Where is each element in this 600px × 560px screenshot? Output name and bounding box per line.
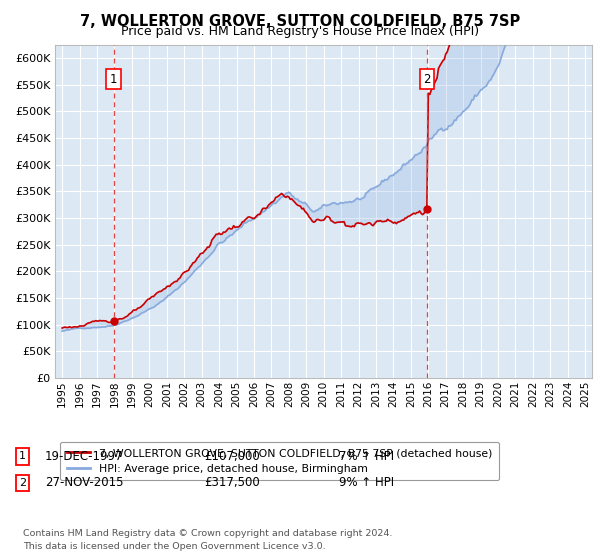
Text: 7% ↑ HPI: 7% ↑ HPI [339,450,394,463]
Text: 1: 1 [19,451,26,461]
Text: 2: 2 [19,478,26,488]
Text: £107,000: £107,000 [204,450,260,463]
Text: 9% ↑ HPI: 9% ↑ HPI [339,476,394,489]
Legend: 7, WOLLERTON GROVE, SUTTON COLDFIELD, B75 7SP (detached house), HPI: Average pri: 7, WOLLERTON GROVE, SUTTON COLDFIELD, B7… [60,442,499,480]
Text: 19-DEC-1997: 19-DEC-1997 [45,450,124,463]
Text: £317,500: £317,500 [204,476,260,489]
Text: 7, WOLLERTON GROVE, SUTTON COLDFIELD, B75 7SP: 7, WOLLERTON GROVE, SUTTON COLDFIELD, B7… [80,14,520,29]
Text: 27-NOV-2015: 27-NOV-2015 [45,476,124,489]
Text: Price paid vs. HM Land Registry's House Price Index (HPI): Price paid vs. HM Land Registry's House … [121,25,479,38]
Text: Contains HM Land Registry data © Crown copyright and database right 2024.
This d: Contains HM Land Registry data © Crown c… [23,529,392,550]
Text: 1: 1 [110,73,118,86]
Text: 2: 2 [423,73,431,86]
